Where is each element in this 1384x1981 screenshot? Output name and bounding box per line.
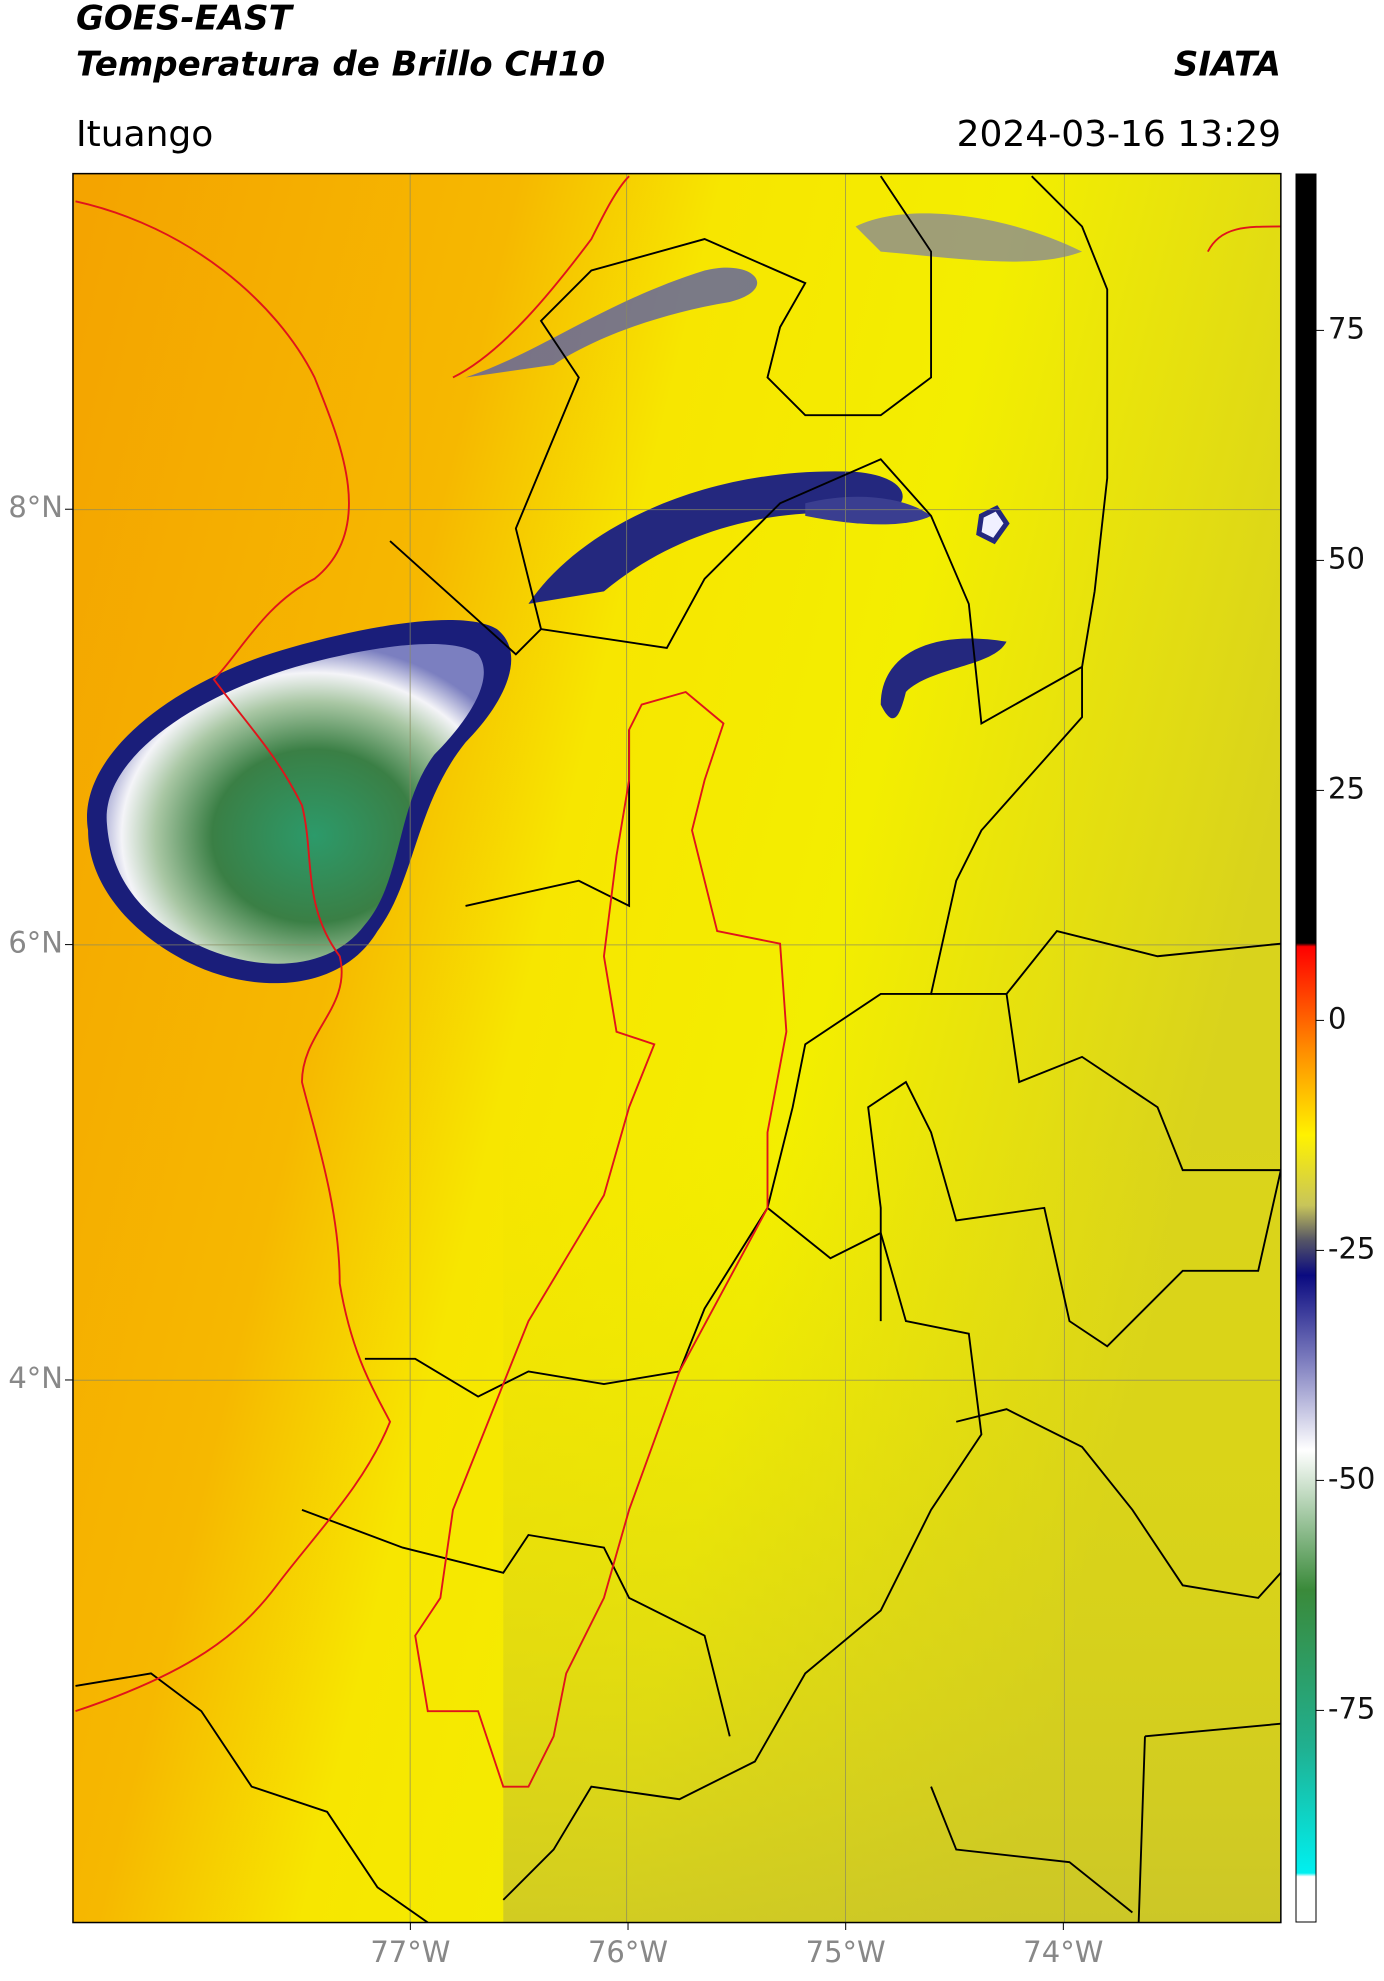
location: Ituango: [76, 114, 213, 155]
lat-tick-label: 4°N: [8, 1361, 63, 1395]
source: SIATA: [1174, 45, 1281, 85]
lon-tick-label: 74°W: [1023, 1935, 1103, 1969]
lon-tick-label: 77°W: [370, 1935, 450, 1969]
subtitle: Temperatura de Brillo CH10: [76, 45, 605, 85]
title: GOES-EAST: [76, 0, 295, 39]
datetime: 2024-03-16 13:29: [957, 114, 1281, 155]
lat-tick-label: 8°N: [8, 490, 63, 524]
lon-tick-label: 75°W: [806, 1935, 886, 1969]
colorbar-tick-label: 0: [1328, 1001, 1346, 1035]
colorbar-tick-label: 25: [1328, 771, 1365, 805]
colorbar-tick-label: -25: [1328, 1231, 1375, 1265]
lon-tick-label: 76°W: [588, 1935, 668, 1969]
map-art: [72, 172, 1282, 1924]
colorbar: [1295, 173, 1317, 1923]
lat-tick-label: 6°N: [8, 926, 63, 960]
colorbar-tick-label: 75: [1328, 311, 1365, 345]
colorbar-tick-label: -75: [1328, 1691, 1375, 1725]
colorbar-tick-label: 50: [1328, 541, 1365, 575]
colorbar-tick-label: -50: [1328, 1461, 1375, 1495]
